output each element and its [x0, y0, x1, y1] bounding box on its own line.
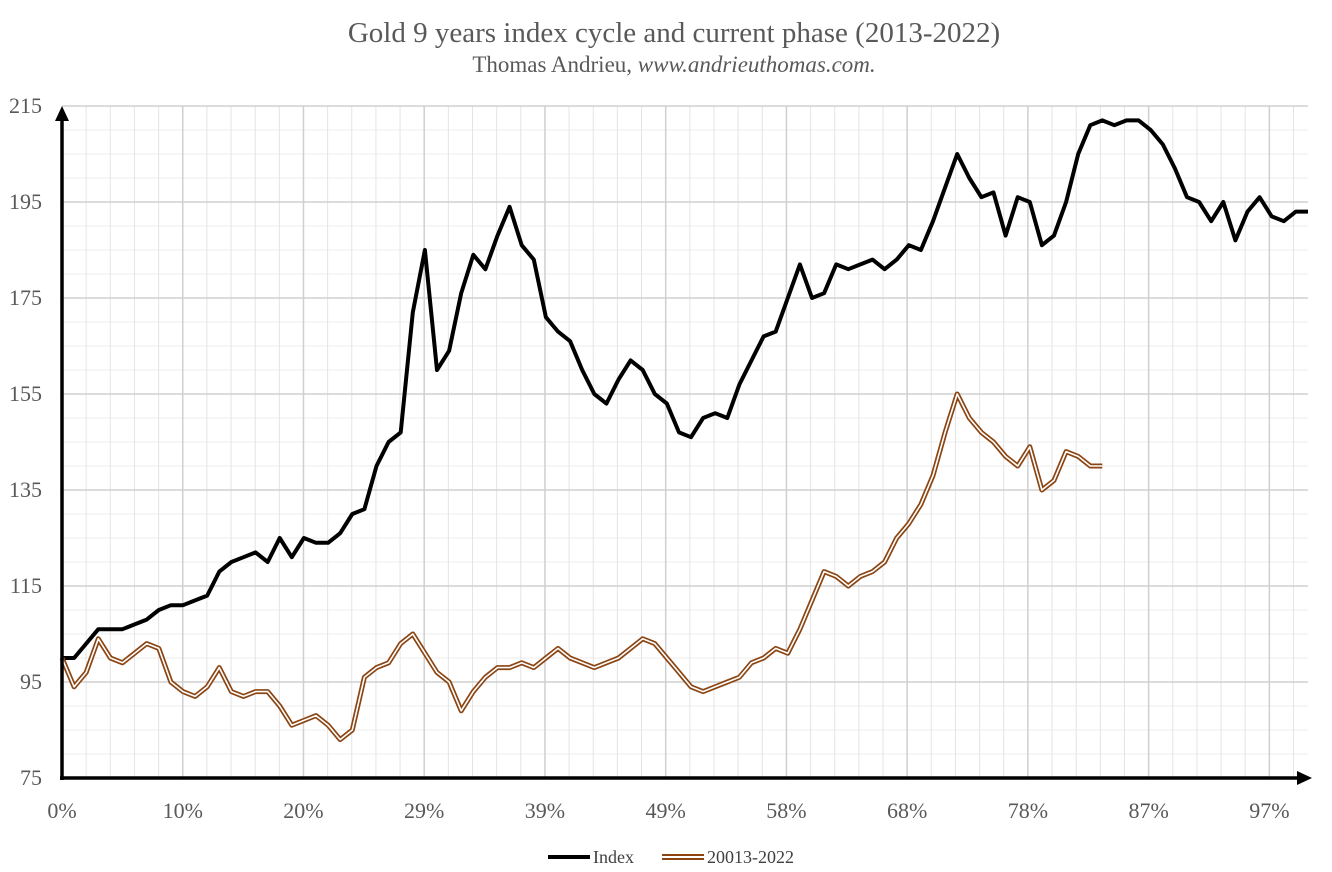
x-tick-label: 58%: [766, 798, 806, 823]
y-tick-label: 155: [9, 381, 42, 406]
y-tick-label: 215: [9, 93, 42, 118]
y-tick-label: 95: [20, 669, 42, 694]
legend: Index 20013-2022: [548, 847, 794, 867]
cycle-series-line-inner: [61, 393, 1103, 741]
x-tick-label: 68%: [887, 798, 927, 823]
x-tick-label: 49%: [646, 798, 686, 823]
x-tick-label: 39%: [525, 798, 565, 823]
x-tick-label: 87%: [1128, 798, 1168, 823]
chart-title: Gold 9 years index cycle and current pha…: [348, 17, 1000, 49]
subtitle-site-link[interactable]: www.andrieuthomas.com.: [638, 52, 876, 77]
cycle-series-line-outer: [59, 391, 1103, 743]
x-tick-label: 10%: [163, 798, 203, 823]
x-tick-label: 0%: [47, 798, 76, 823]
index-series-line: [62, 118, 1308, 660]
legend-item-index[interactable]: Index: [548, 847, 634, 867]
subtitle-author: Thomas Andrieu,: [472, 52, 632, 77]
x-tick-label: 97%: [1249, 798, 1289, 823]
y-tick-label: 135: [9, 477, 42, 502]
x-tick-label: 20%: [283, 798, 323, 823]
y-axis-arrow-icon: [55, 106, 69, 121]
chart-subtitle: Thomas Andrieu, www.andrieuthomas.com.: [472, 52, 875, 77]
major-gridlines: [62, 105, 1308, 778]
series-layer: [59, 118, 1308, 743]
legend-item-cycle[interactable]: 20013-2022: [662, 847, 794, 867]
x-tick-label: 78%: [1008, 798, 1048, 823]
y-tick-label: 175: [9, 285, 42, 310]
y-tick-label: 75: [20, 765, 42, 790]
x-tick-label: 29%: [404, 798, 444, 823]
y-tick-label: 195: [9, 189, 42, 214]
y-tick-label: 115: [10, 573, 42, 598]
legend-cycle-label: 20013-2022: [707, 847, 794, 867]
y-axis-tick-labels: 215 195 175 155 135 115 95 75: [9, 93, 42, 790]
x-axis-tick-labels: 0% 10% 20% 29% 39% 49% 58% 68% 78% 87% 97%: [47, 798, 1289, 823]
x-axis-arrow-icon: [1297, 771, 1312, 785]
legend-index-label: Index: [593, 847, 634, 867]
